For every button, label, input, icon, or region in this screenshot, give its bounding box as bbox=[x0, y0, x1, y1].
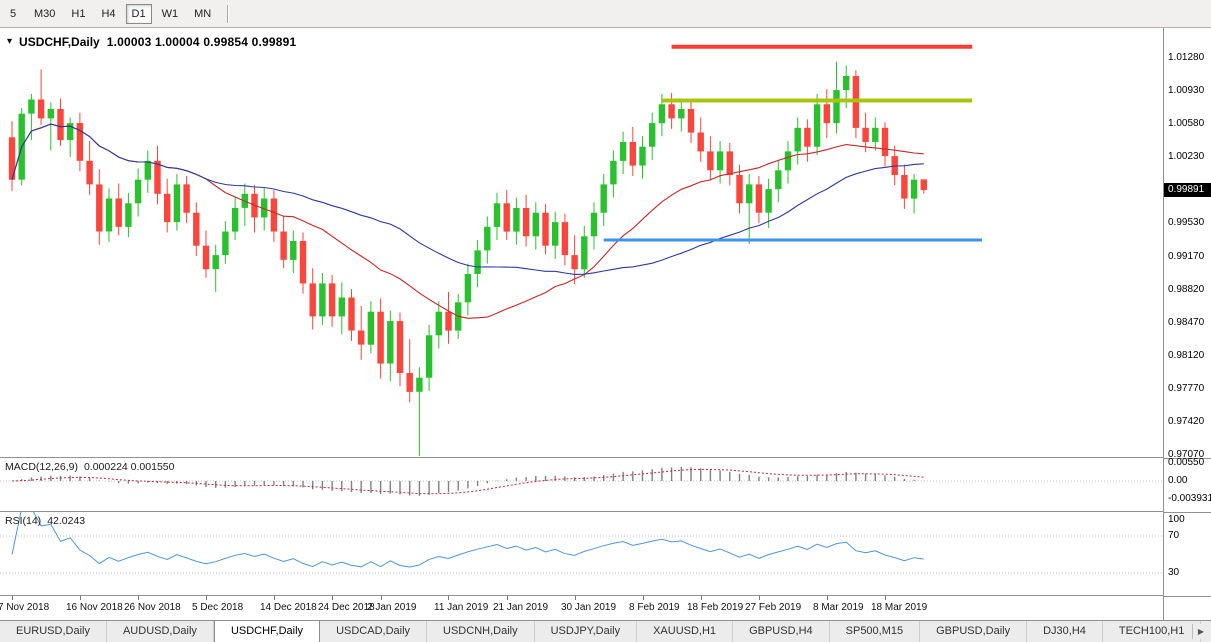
tab-usdcnh-daily[interactable]: USDCNH,Daily bbox=[427, 621, 535, 642]
date-tick bbox=[643, 596, 644, 600]
macd-axis-label: -0.003931 bbox=[1168, 493, 1211, 504]
timeframe-button-d1[interactable]: D1 bbox=[125, 3, 152, 24]
price-axis-label: 0.99530 bbox=[1168, 217, 1205, 228]
price-axis-label: 0.98470 bbox=[1168, 317, 1205, 328]
price-axis-label: 1.00580 bbox=[1168, 118, 1205, 129]
date-tick bbox=[575, 596, 576, 600]
date-axis-label: 11 Jan 2019 bbox=[434, 602, 489, 613]
tab-gbpusd-daily[interactable]: GBPUSD,Daily bbox=[920, 621, 1028, 642]
macd-chart bbox=[0, 466, 1163, 496]
price-axis-label: 1.00930 bbox=[1168, 85, 1205, 96]
price-axis-label: 1.00230 bbox=[1168, 151, 1205, 162]
timeframe-button-5[interactable]: 5 bbox=[9, 7, 17, 20]
tab-dj30-h4[interactable]: DJ30,H4 bbox=[1027, 621, 1103, 642]
rsi-axis-label: 30 bbox=[1168, 567, 1180, 578]
date-tick bbox=[885, 596, 886, 600]
price-axis-label: 0.97770 bbox=[1168, 383, 1205, 394]
panel-divider bbox=[1164, 596, 1211, 597]
symbol-tabbar: EURUSD,Daily AUDUSD,Daily USDCHF,Daily USDC… bbox=[0, 620, 1211, 642]
macd-label: MACD(12,26,9) 0.000224 0.001550 bbox=[5, 461, 174, 473]
date-axis-label: 24 Dec 2018 bbox=[318, 602, 375, 613]
date-axis-label: 8 Mar 2019 bbox=[813, 602, 864, 613]
date-tick bbox=[12, 596, 13, 600]
timeframe-button-h4[interactable]: H4 bbox=[101, 7, 116, 20]
macd-panel: MACD(12,26,9) 0.000224 0.001550 bbox=[0, 458, 1163, 512]
macd-axis-label: 0.00 bbox=[1168, 475, 1188, 486]
date-tick bbox=[80, 596, 81, 600]
rsi-panel: RSI(14) 42.0243 bbox=[0, 507, 1163, 596]
tab-sp500-m15[interactable]: SP500,M15 bbox=[830, 621, 921, 642]
rsi-label: RSI(14) 42.0243 bbox=[5, 515, 85, 527]
date-axis-label: 5 Dec 2018 bbox=[192, 602, 244, 613]
rsi-chart bbox=[0, 507, 1163, 574]
price-axis-label: 0.99170 bbox=[1168, 251, 1205, 262]
tab-audusd-daily[interactable]: AUDUSD,Daily bbox=[107, 621, 214, 642]
date-tick bbox=[332, 596, 333, 600]
candlestick-chart bbox=[8, 44, 982, 456]
chart-menu-icon[interactable]: ▾ bbox=[7, 36, 13, 47]
date-tick bbox=[759, 596, 760, 600]
price-axis: 0.99891 1.01280 1.00930 1.00580 1.00230 0.99… bbox=[1163, 28, 1211, 620]
timeframe-button-m30[interactable]: M30 bbox=[34, 7, 56, 20]
chart-title: ▾ USDCHF,Daily 1.00003 1.00004 0.99854 0… bbox=[7, 35, 296, 49]
date-tick bbox=[274, 596, 275, 600]
date-tick bbox=[206, 596, 207, 600]
date-axis-label: 8 Feb 2019 bbox=[629, 602, 680, 613]
tab-xauusd-h1[interactable]: XAUUSD,H1 bbox=[637, 621, 734, 642]
macd-name: MACD(12,26,9) bbox=[5, 461, 78, 473]
date-axis-label: 18 Mar 2019 bbox=[871, 602, 928, 613]
tab-eurusd-daily[interactable]: EURUSD,Daily bbox=[0, 621, 107, 642]
tab-gbpusd-h4[interactable]: GBPUSD,H4 bbox=[733, 621, 830, 642]
date-tick bbox=[448, 596, 449, 600]
price-axis-label: 0.98120 bbox=[1168, 350, 1205, 361]
tab-scroll-right-button[interactable]: ▶ bbox=[1192, 624, 1209, 639]
date-axis-label: 16 Nov 2018 bbox=[66, 602, 123, 613]
ma-slow-line bbox=[11, 123, 924, 275]
current-price-badge: 0.99891 bbox=[1164, 183, 1211, 197]
timeframe-button-mn[interactable]: MN bbox=[194, 7, 212, 20]
date-tick bbox=[701, 596, 702, 600]
tab-usdcad-daily[interactable]: USDCAD,Daily bbox=[320, 621, 428, 642]
price-axis-label: 0.97070 bbox=[1168, 449, 1205, 460]
macd-values: 0.000224 0.001550 bbox=[83, 461, 175, 473]
timeframe-button-w1[interactable]: W1 bbox=[161, 7, 179, 20]
tab-usdjpy-daily[interactable]: USDJPY,Daily bbox=[535, 621, 638, 642]
rsi-axis-label: 100 bbox=[1168, 514, 1185, 525]
date-axis-label: 2 Jan 2019 bbox=[367, 602, 417, 613]
date-tick bbox=[381, 596, 382, 600]
date-axis-label: 14 Dec 2018 bbox=[260, 602, 317, 613]
panel-divider bbox=[1164, 458, 1211, 459]
macd-axis-label: 0.00550 bbox=[1168, 457, 1205, 468]
rsi-axis-label: 70 bbox=[1168, 530, 1180, 541]
tab-tech100-h1[interactable]: TECH100,H1 bbox=[1103, 621, 1202, 642]
price-axis-label: 1.01280 bbox=[1168, 52, 1205, 63]
date-axis-label: 18 Feb 2019 bbox=[687, 602, 744, 613]
scroll-right-icon: ▶ bbox=[1197, 627, 1205, 636]
date-axis-label: 21 Jan 2019 bbox=[493, 602, 549, 613]
price-axis-label: 0.98820 bbox=[1168, 284, 1205, 295]
date-tick bbox=[138, 596, 139, 600]
date-tick bbox=[827, 596, 828, 600]
rsi-line bbox=[11, 507, 924, 568]
rsi-value: 42.0243 bbox=[47, 515, 86, 527]
rsi-name: RSI(14) bbox=[5, 515, 42, 527]
chart-symbol-label: USDCHF,Daily bbox=[19, 35, 100, 49]
date-axis-label: 7 Nov 2018 bbox=[0, 602, 50, 613]
tab-usdchf-daily[interactable]: USDCHF,Daily bbox=[213, 621, 321, 642]
macd-signal-line bbox=[11, 468, 924, 495]
timeframe-toolbar: 5 M30 H1 H4 D1 W1 MN bbox=[0, 0, 1211, 28]
candles-layer bbox=[8, 61, 927, 456]
price-axis-label: 0.97420 bbox=[1168, 416, 1205, 427]
panel-divider bbox=[1164, 512, 1211, 513]
date-axis-label: 26 Nov 2018 bbox=[124, 602, 181, 613]
date-axis: 7 Nov 2018 16 Nov 2018 26 Nov 2018 5 Dec 20… bbox=[0, 596, 1163, 620]
date-axis-label: 27 Feb 2019 bbox=[745, 602, 802, 613]
date-axis-label: 30 Jan 2019 bbox=[561, 602, 617, 613]
chart-ohlc-values: 1.00003 1.00004 0.99854 0.99891 bbox=[106, 35, 297, 49]
toolbar-separator bbox=[227, 4, 230, 23]
date-tick bbox=[507, 596, 508, 600]
main-chart-panel[interactable]: ▾ USDCHF,Daily 1.00003 1.00004 0.99854 0… bbox=[0, 28, 1163, 458]
timeframe-button-h1[interactable]: H1 bbox=[71, 7, 86, 20]
